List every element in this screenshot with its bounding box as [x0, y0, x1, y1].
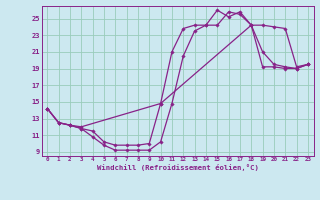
X-axis label: Windchill (Refroidissement éolien,°C): Windchill (Refroidissement éolien,°C) — [97, 164, 259, 171]
